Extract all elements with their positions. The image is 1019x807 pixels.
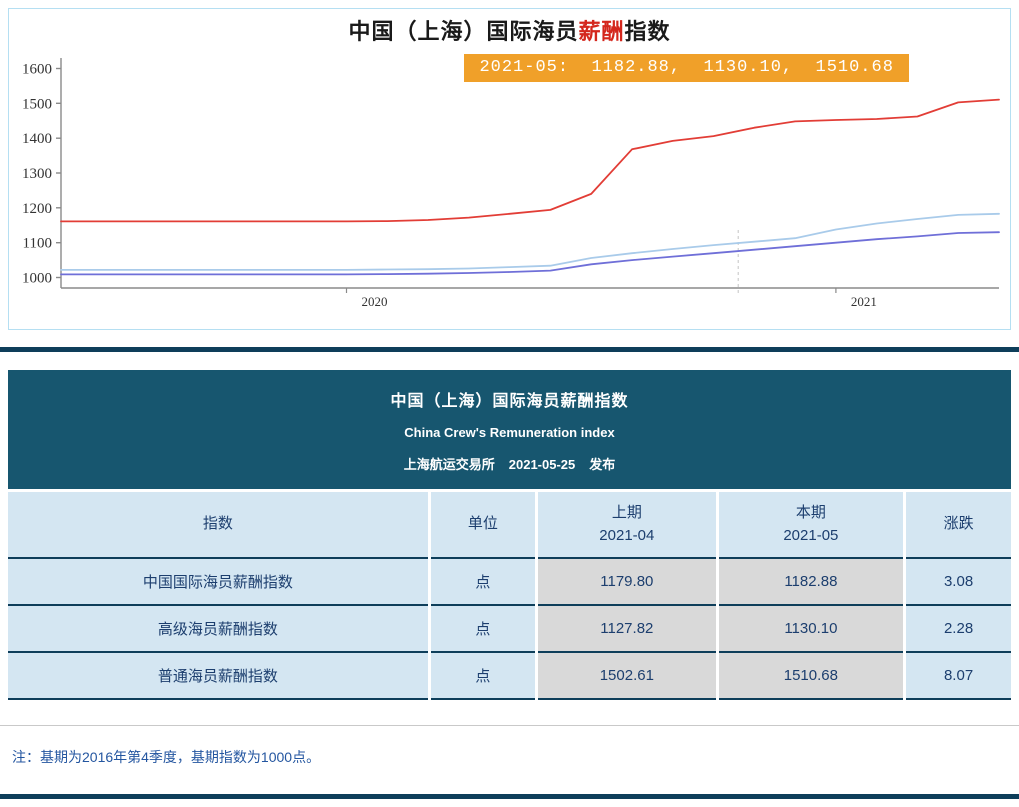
report-subtitle: China Crew's Remuneration index: [404, 425, 615, 440]
cell-name: 高级海员薪酬指数: [8, 605, 430, 653]
col-header-curr: 本期 2021-05: [715, 489, 905, 559]
chart-title: 中国（上海）国际海员薪酬指数: [9, 9, 1010, 46]
svg-text:2021: 2021: [851, 294, 877, 309]
table-row: 高级海员薪酬指数点 1127.82 1130.10 2.28: [8, 605, 1011, 653]
report-publisher: 上海航运交易所: [403, 457, 495, 472]
cell-curr: 1510.68: [715, 652, 905, 700]
svg-text:1000: 1000: [22, 271, 52, 287]
table-row: 中国国际海员薪酬指数点 1179.80 1182.88 3.08: [8, 558, 1011, 606]
chart-title-part: 中国（上海）国际海员: [348, 19, 579, 44]
cell-change: 2.28: [903, 605, 1011, 653]
svg-text:1300: 1300: [22, 166, 52, 182]
divider-bar-bottom: [0, 794, 1019, 799]
cell-unit: 点: [427, 652, 537, 700]
col-header-prev: 上期 2021-04: [535, 489, 718, 559]
cell-name: 普通海员薪酬指数: [8, 652, 430, 700]
report-publish-label: 发布: [589, 457, 616, 472]
note-text: 注：基期为2016年第4季度，基期指数为1000点。: [12, 749, 321, 765]
report-date: 2021-05-25: [508, 457, 576, 472]
table-row: 普通海员薪酬指数点 1502.61 1510.68 8.07: [8, 652, 1011, 700]
cell-curr: 1130.10: [715, 605, 905, 653]
cell-curr: 1182.88: [715, 558, 905, 606]
svg-text:1400: 1400: [22, 131, 52, 147]
chart-panel: 中国（上海）国际海员薪酬指数 1000 1100 1200 1300 1400 1500 1…: [8, 8, 1011, 330]
col-header-name: 指数: [8, 489, 430, 559]
index-table: 指数 单位 上期 2021-04 本期 2021-05 涨跌 中国国际海员薪酬指数点 1179…: [8, 489, 1011, 700]
cell-unit: 点: [427, 558, 537, 606]
report-title: 中国（上海）国际海员薪酬指数: [390, 393, 629, 410]
cell-prev: 1179.80: [535, 558, 718, 606]
cell-prev: 1127.82: [535, 605, 718, 653]
col-header-unit: 单位: [427, 489, 537, 559]
svg-text:1600: 1600: [22, 62, 52, 78]
report-header: 中国（上海）国际海员薪酬指数 China Crew's Remuneration…: [8, 370, 1011, 489]
table-body: 中国国际海员薪酬指数点 1179.80 1182.88 3.08 高级海员薪酬指数点 11…: [8, 558, 1011, 700]
report-section: 中国（上海）国际海员薪酬指数 China Crew's Remuneration…: [0, 370, 1019, 767]
chart-annotation: 2021-05: 1182.88, 1130.10, 1510.68: [464, 54, 909, 82]
table-header-row: 指数 单位 上期 2021-04 本期 2021-05 涨跌: [8, 489, 1011, 559]
cell-unit: 点: [427, 605, 537, 653]
table-head: 指数 单位 上期 2021-04 本期 2021-05 涨跌: [8, 489, 1011, 559]
report-source-line: 上海航运交易所 2021-05-25 发布: [8, 454, 1011, 473]
svg-text:1500: 1500: [22, 96, 52, 112]
cell-change: 3.08: [903, 558, 1011, 606]
col-header-change: 涨跌: [903, 489, 1011, 559]
chart-title-part: 薪酬: [578, 19, 625, 44]
chart-title-part: 指数: [624, 19, 671, 44]
svg-text:2020: 2020: [362, 294, 388, 309]
cell-name: 中国国际海员薪酬指数: [8, 558, 430, 606]
note-divider: [0, 725, 1019, 726]
cell-prev: 1502.61: [535, 652, 718, 700]
divider-bar-top: [0, 347, 1019, 352]
salary-index-chart: 1000 1100 1200 1300 1400 1500 1600 2020 2021 202…: [9, 46, 1010, 320]
svg-text:1200: 1200: [22, 201, 52, 217]
svg-text:1100: 1100: [23, 236, 52, 252]
chart-canvas: 1000 1100 1200 1300 1400 1500 1600 2020 2021: [22, 58, 1000, 309]
cell-change: 8.07: [903, 652, 1011, 700]
